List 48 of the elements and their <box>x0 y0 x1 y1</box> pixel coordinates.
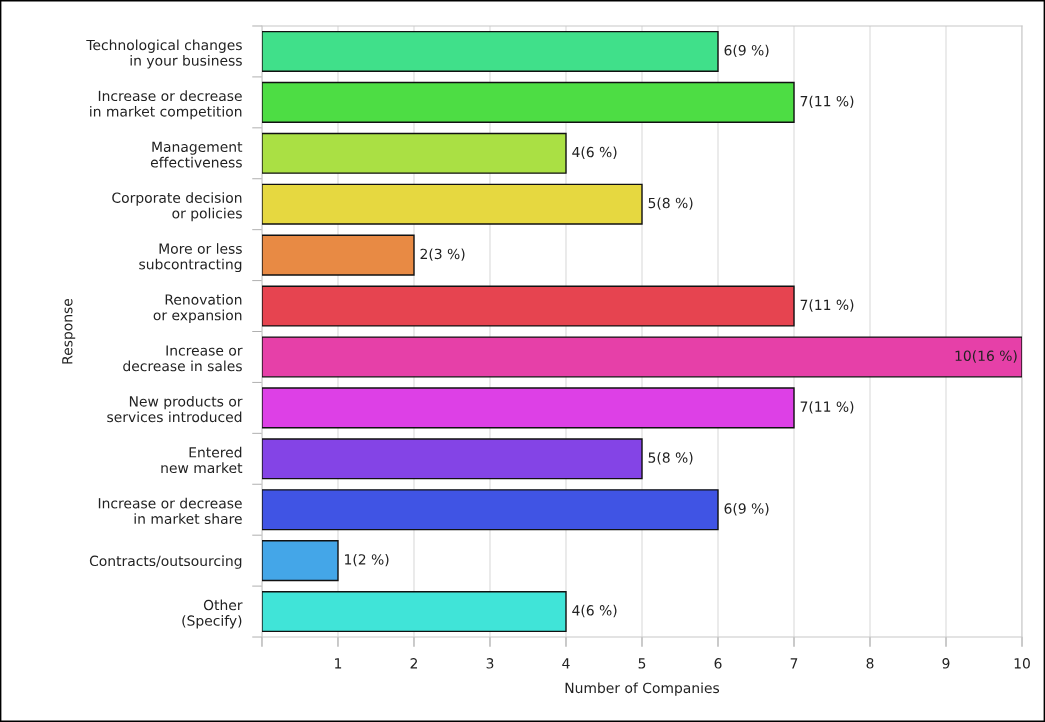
data-label: 10(16 %) <box>955 350 1017 363</box>
y-tick-label: Management effectiveness <box>150 141 243 168</box>
x-tick-label: 5 <box>638 658 646 669</box>
y-tick-label: More or less subcontracting <box>139 243 242 273</box>
y-axis-title: Response <box>62 298 76 364</box>
bar <box>261 540 339 582</box>
y-tick-label: New products or services introduced <box>107 395 243 423</box>
bar <box>261 438 643 480</box>
x-tick-label: 4 <box>562 658 570 669</box>
x-tick-label: 8 <box>866 658 874 669</box>
bar <box>261 336 1023 378</box>
data-label: 5(8 %) <box>648 452 693 465</box>
y-tick-label: Increase or decrease in market share <box>98 497 242 525</box>
y-tick-label: Corporate decision or policies <box>112 192 242 222</box>
data-label: 7(11 %) <box>800 299 854 312</box>
data-label: 1(2 %) <box>345 553 389 567</box>
y-tick-label: Increase or decrease in market competition <box>90 90 242 120</box>
data-label: 7(11 %) <box>800 95 854 109</box>
x-tick-label: 7 <box>790 658 798 669</box>
x-tick-label: 1 <box>335 658 342 669</box>
data-label: 7(11 %) <box>800 401 854 414</box>
data-label: 2(3 %) <box>420 248 465 261</box>
data-label: 6(9 %) <box>724 503 769 516</box>
x-tick-label: 10 <box>1014 658 1030 669</box>
x-tick-label: 3 <box>486 658 494 669</box>
data-label: 4(6 %) <box>572 604 617 618</box>
bar <box>261 132 567 174</box>
bar <box>261 234 415 276</box>
x-axis-title: Number of Companies <box>565 682 720 696</box>
bar <box>261 489 719 531</box>
y-tick-label: Technological changes in your business <box>86 39 242 69</box>
bar <box>261 183 643 225</box>
y-tick-label: Entered new market <box>161 446 243 474</box>
x-tick-label: 6 <box>714 658 722 669</box>
x-tick-label: 2 <box>410 658 418 669</box>
data-label: 6(9 %) <box>724 44 769 58</box>
bar <box>261 81 795 123</box>
data-label: 5(8 %) <box>648 197 693 210</box>
bar <box>261 285 795 327</box>
y-tick-label: Increase or decrease in sales <box>123 345 243 372</box>
y-tick-label: Contracts/outsourcing <box>89 555 242 569</box>
bar <box>261 30 719 73</box>
data-label: 4(6 %) <box>572 146 617 159</box>
y-tick-label: Renovation or expansion <box>153 294 242 324</box>
bar <box>261 591 567 633</box>
y-tick-label: Other (Specify) <box>182 599 243 629</box>
bar <box>261 387 795 429</box>
x-tick-label: 9 <box>942 658 950 669</box>
